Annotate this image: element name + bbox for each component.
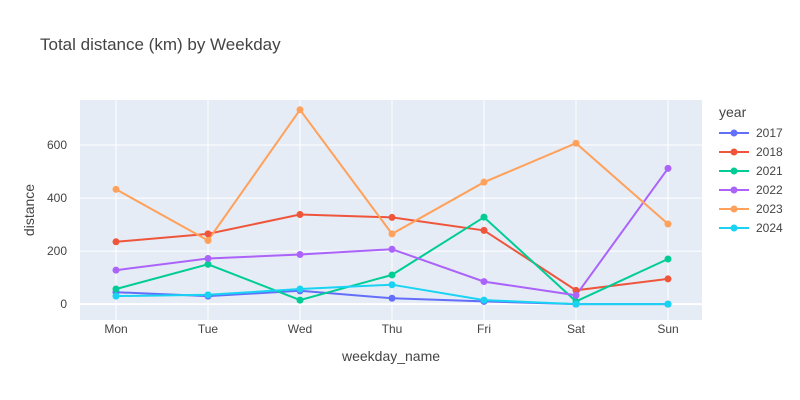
x-tick-label: Fri bbox=[477, 322, 491, 336]
y-tick-label: 0 bbox=[60, 297, 67, 311]
legend-swatch-marker bbox=[730, 205, 738, 213]
data-point-2022[interactable] bbox=[664, 164, 672, 172]
data-point-2024[interactable] bbox=[204, 291, 212, 299]
data-point-2024[interactable] bbox=[664, 300, 672, 308]
x-tick-label: Wed bbox=[288, 322, 312, 336]
data-point-2018[interactable] bbox=[112, 238, 120, 246]
legend-item-2017[interactable]: 2017 bbox=[719, 126, 783, 140]
data-point-2018[interactable] bbox=[480, 226, 488, 234]
legend-swatch-marker bbox=[730, 167, 738, 175]
legend-label: 2024 bbox=[756, 221, 783, 235]
data-point-2022[interactable] bbox=[480, 278, 488, 286]
legend-label: 2023 bbox=[756, 202, 783, 216]
data-point-2023[interactable] bbox=[480, 178, 488, 186]
data-point-2023[interactable] bbox=[572, 139, 580, 147]
legend-item-2021[interactable]: 2021 bbox=[719, 164, 783, 178]
data-point-2023[interactable] bbox=[664, 220, 672, 228]
legend-swatch-marker bbox=[730, 148, 738, 156]
legend-swatch-marker bbox=[730, 224, 738, 232]
data-point-2018[interactable] bbox=[388, 213, 396, 221]
legend-swatch-marker bbox=[730, 186, 738, 194]
data-point-2021[interactable] bbox=[296, 296, 304, 304]
data-point-2023[interactable] bbox=[388, 230, 396, 238]
data-point-2024[interactable] bbox=[480, 296, 488, 304]
data-point-2022[interactable] bbox=[204, 255, 212, 263]
data-point-2024[interactable] bbox=[388, 281, 396, 289]
data-point-2021[interactable] bbox=[112, 285, 120, 293]
data-point-2018[interactable] bbox=[572, 286, 580, 294]
data-point-2022[interactable] bbox=[296, 251, 304, 259]
legend-item-2024[interactable]: 2024 bbox=[719, 221, 783, 235]
data-point-2024[interactable] bbox=[296, 285, 304, 293]
y-tick-labels: 0 200 400 600 bbox=[47, 138, 67, 311]
x-tick-label: Tue bbox=[198, 322, 219, 336]
legend-label: 2022 bbox=[756, 183, 783, 197]
chart-title: Total distance (km) by Weekday bbox=[40, 35, 281, 54]
x-tick-label: Mon bbox=[104, 322, 127, 336]
data-point-2022[interactable] bbox=[388, 245, 396, 253]
data-point-2022[interactable] bbox=[112, 266, 120, 274]
legend-swatch-marker bbox=[730, 129, 738, 137]
y-tick-label: 600 bbox=[47, 138, 67, 152]
data-point-2023[interactable] bbox=[296, 106, 304, 114]
data-point-2021[interactable] bbox=[204, 260, 212, 268]
legend-item-2018[interactable]: 2018 bbox=[719, 145, 783, 159]
y-tick-label: 200 bbox=[47, 244, 67, 258]
legend-title: year bbox=[719, 104, 747, 120]
x-tick-label: Sun bbox=[657, 322, 678, 336]
data-point-2024[interactable] bbox=[112, 292, 120, 300]
grid bbox=[80, 100, 702, 320]
x-tick-label: Sat bbox=[567, 322, 586, 336]
data-point-2018[interactable] bbox=[296, 211, 304, 219]
x-tick-labels: Mon Tue Wed Thu Fri Sat Sun bbox=[104, 322, 678, 336]
data-point-2018[interactable] bbox=[204, 230, 212, 238]
data-point-2022[interactable] bbox=[572, 291, 580, 299]
data-point-2018[interactable] bbox=[664, 275, 672, 283]
data-point-2023[interactable] bbox=[112, 185, 120, 193]
y-axis-title: distance bbox=[21, 184, 37, 236]
y-tick-label: 400 bbox=[47, 191, 67, 205]
legend-label: 2021 bbox=[756, 164, 783, 178]
legend[interactable]: year 2017 2018 2021 2022 2023 2024 bbox=[719, 104, 783, 235]
x-axis-title: weekday_name bbox=[341, 348, 440, 364]
data-point-2021[interactable] bbox=[388, 271, 396, 279]
legend-item-2022[interactable]: 2022 bbox=[719, 183, 783, 197]
legend-item-2023[interactable]: 2023 bbox=[719, 202, 783, 216]
data-point-2023[interactable] bbox=[204, 236, 212, 244]
legend-label: 2018 bbox=[756, 145, 783, 159]
data-point-2024[interactable] bbox=[572, 300, 580, 308]
legend-label: 2017 bbox=[756, 126, 783, 140]
data-point-2017[interactable] bbox=[388, 294, 396, 302]
data-point-2021[interactable] bbox=[480, 213, 488, 221]
series-points bbox=[112, 106, 672, 308]
data-point-2021[interactable] bbox=[664, 255, 672, 263]
x-tick-label: Thu bbox=[382, 322, 403, 336]
